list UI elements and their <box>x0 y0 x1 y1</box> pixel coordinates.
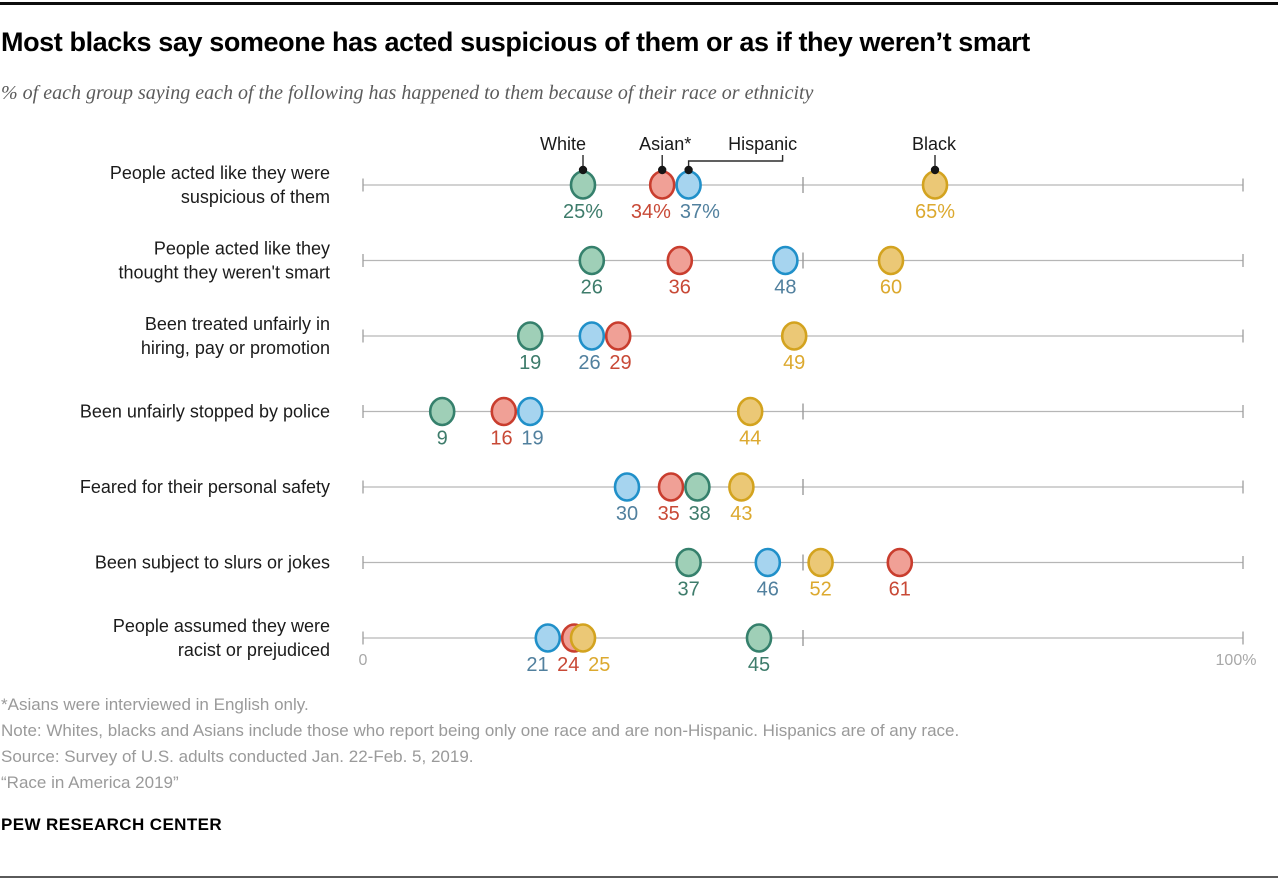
value-label-hispanic-row-5: 30 <box>616 503 638 525</box>
dot-hispanic-row-6 <box>754 547 782 578</box>
top-rule <box>0 2 1278 5</box>
legend-pointer-dot-black <box>930 165 940 175</box>
value-label-asian-row-5: 35 <box>658 503 680 525</box>
dot-hispanic-row-2 <box>772 245 799 276</box>
value-label-hispanic-row-4: 19 <box>521 428 543 450</box>
legend-pointer-dot-white <box>578 165 588 175</box>
dot-asian-row-6 <box>886 547 914 578</box>
value-label-asian-row-2: 36 <box>669 277 691 299</box>
value-label-white-row-5: 38 <box>689 503 711 525</box>
dot-white-row-3 <box>516 321 544 351</box>
chart-subtitle: % of each group saying each of the follo… <box>1 82 814 104</box>
footnote-source: Source: Survey of U.S. adults conducted … <box>1 747 474 766</box>
footnote-asterisk: *Asians were interviewed in English only… <box>1 695 309 714</box>
dot-hispanic-row-4 <box>516 396 544 427</box>
dot-asian-row-3 <box>604 321 632 351</box>
category-label-row-5: Feared for their personal safety <box>80 477 330 497</box>
legend-label-asian: Asian* <box>639 134 691 154</box>
value-label-white-row-4: 9 <box>437 428 448 450</box>
dot-black-row-5 <box>728 472 755 502</box>
dot-black-row-2 <box>877 245 905 276</box>
dot-white-row-4 <box>428 396 456 427</box>
legend-label-black: Black <box>912 134 957 154</box>
dot-hispanic-row-7 <box>534 623 562 653</box>
value-label-black-row-2: 60 <box>880 277 902 299</box>
category-label-row-6: Been subject to slurs or jokes <box>95 553 330 573</box>
legend-pointer-dot-asian <box>658 165 667 175</box>
footnote-report: “Race in America 2019” <box>1 773 179 792</box>
category-label-row-7: People assumed they were racist or prejud… <box>113 616 330 660</box>
value-label-white-row-1: 25% <box>563 201 603 223</box>
footer-notes: *Asians were interviewed in English only… <box>1 692 1271 796</box>
category-label-row-1: People acted like they were suspicious of… <box>110 163 330 207</box>
dot-plot-chart: People acted like they were suspicious of… <box>80 134 1257 676</box>
value-label-asian-row-7: 24 <box>557 654 579 676</box>
dot-asian-row-2 <box>666 245 694 276</box>
value-label-white-row-6: 37 <box>677 579 699 601</box>
dot-hispanic-row-1 <box>675 170 702 200</box>
value-label-black-row-1: 65% <box>915 201 955 223</box>
legend-pointer-dot-hispanic <box>684 165 693 175</box>
value-label-hispanic-row-6: 46 <box>757 579 779 601</box>
chart-title: Most blacks say someone has acted suspic… <box>1 27 1030 57</box>
value-label-black-row-4: 44 <box>739 428 761 450</box>
dot-black-row-7 <box>569 623 597 653</box>
dot-black-row-3 <box>780 321 808 351</box>
value-label-hispanic-row-1: 37% <box>680 201 720 223</box>
value-label-black-row-5: 43 <box>730 503 752 525</box>
value-label-asian-row-1: 34% <box>631 201 671 223</box>
dot-asian-row-5 <box>657 472 685 502</box>
footnote-note: Note: Whites, blacks and Asians include … <box>1 721 960 740</box>
dot-white-row-6 <box>675 547 702 578</box>
value-label-asian-row-3: 29 <box>609 352 631 374</box>
dot-white-row-1 <box>569 170 597 200</box>
dot-asian-row-4 <box>490 396 518 427</box>
value-label-black-row-3: 49 <box>783 352 805 374</box>
value-label-white-row-3: 19 <box>519 352 541 374</box>
pew-brand: PEW RESEARCH CENTER <box>1 815 223 834</box>
legend-label-hispanic: Hispanic <box>728 134 797 154</box>
value-label-hispanic-row-7: 21 <box>526 654 548 676</box>
value-label-white-row-2: 26 <box>581 277 603 299</box>
legend-label-white: White <box>540 134 586 154</box>
value-label-hispanic-row-3: 26 <box>578 352 600 374</box>
category-label-row-2: People acted like they thought they weren… <box>118 239 330 283</box>
dot-hispanic-row-3 <box>578 321 606 351</box>
category-label-row-4: Been unfairly stopped by police <box>80 402 330 422</box>
axis-max-label: 100% <box>1216 652 1257 669</box>
dot-white-row-2 <box>578 245 606 276</box>
dot-black-row-4 <box>736 396 764 427</box>
value-label-hispanic-row-2: 48 <box>774 277 796 299</box>
dot-black-row-1 <box>921 170 949 200</box>
dot-asian-row-1 <box>648 170 676 200</box>
legend-pointer-hispanic <box>687 155 784 166</box>
value-label-asian-row-4: 16 <box>490 428 512 450</box>
category-label-row-3: Been treated unfairly in hiring, pay or p… <box>141 314 330 358</box>
dot-white-row-5 <box>684 472 711 502</box>
value-label-black-row-7: 25 <box>588 654 610 676</box>
axis-min-label: 0 <box>359 652 368 669</box>
bottom-rule <box>0 876 1278 878</box>
dot-black-row-6 <box>807 547 834 578</box>
value-label-asian-row-6: 61 <box>889 579 911 601</box>
value-label-black-row-6: 52 <box>809 579 831 601</box>
value-label-white-row-7: 45 <box>748 654 770 676</box>
dot-hispanic-row-5 <box>613 472 641 502</box>
dot-white-row-7 <box>745 623 773 653</box>
